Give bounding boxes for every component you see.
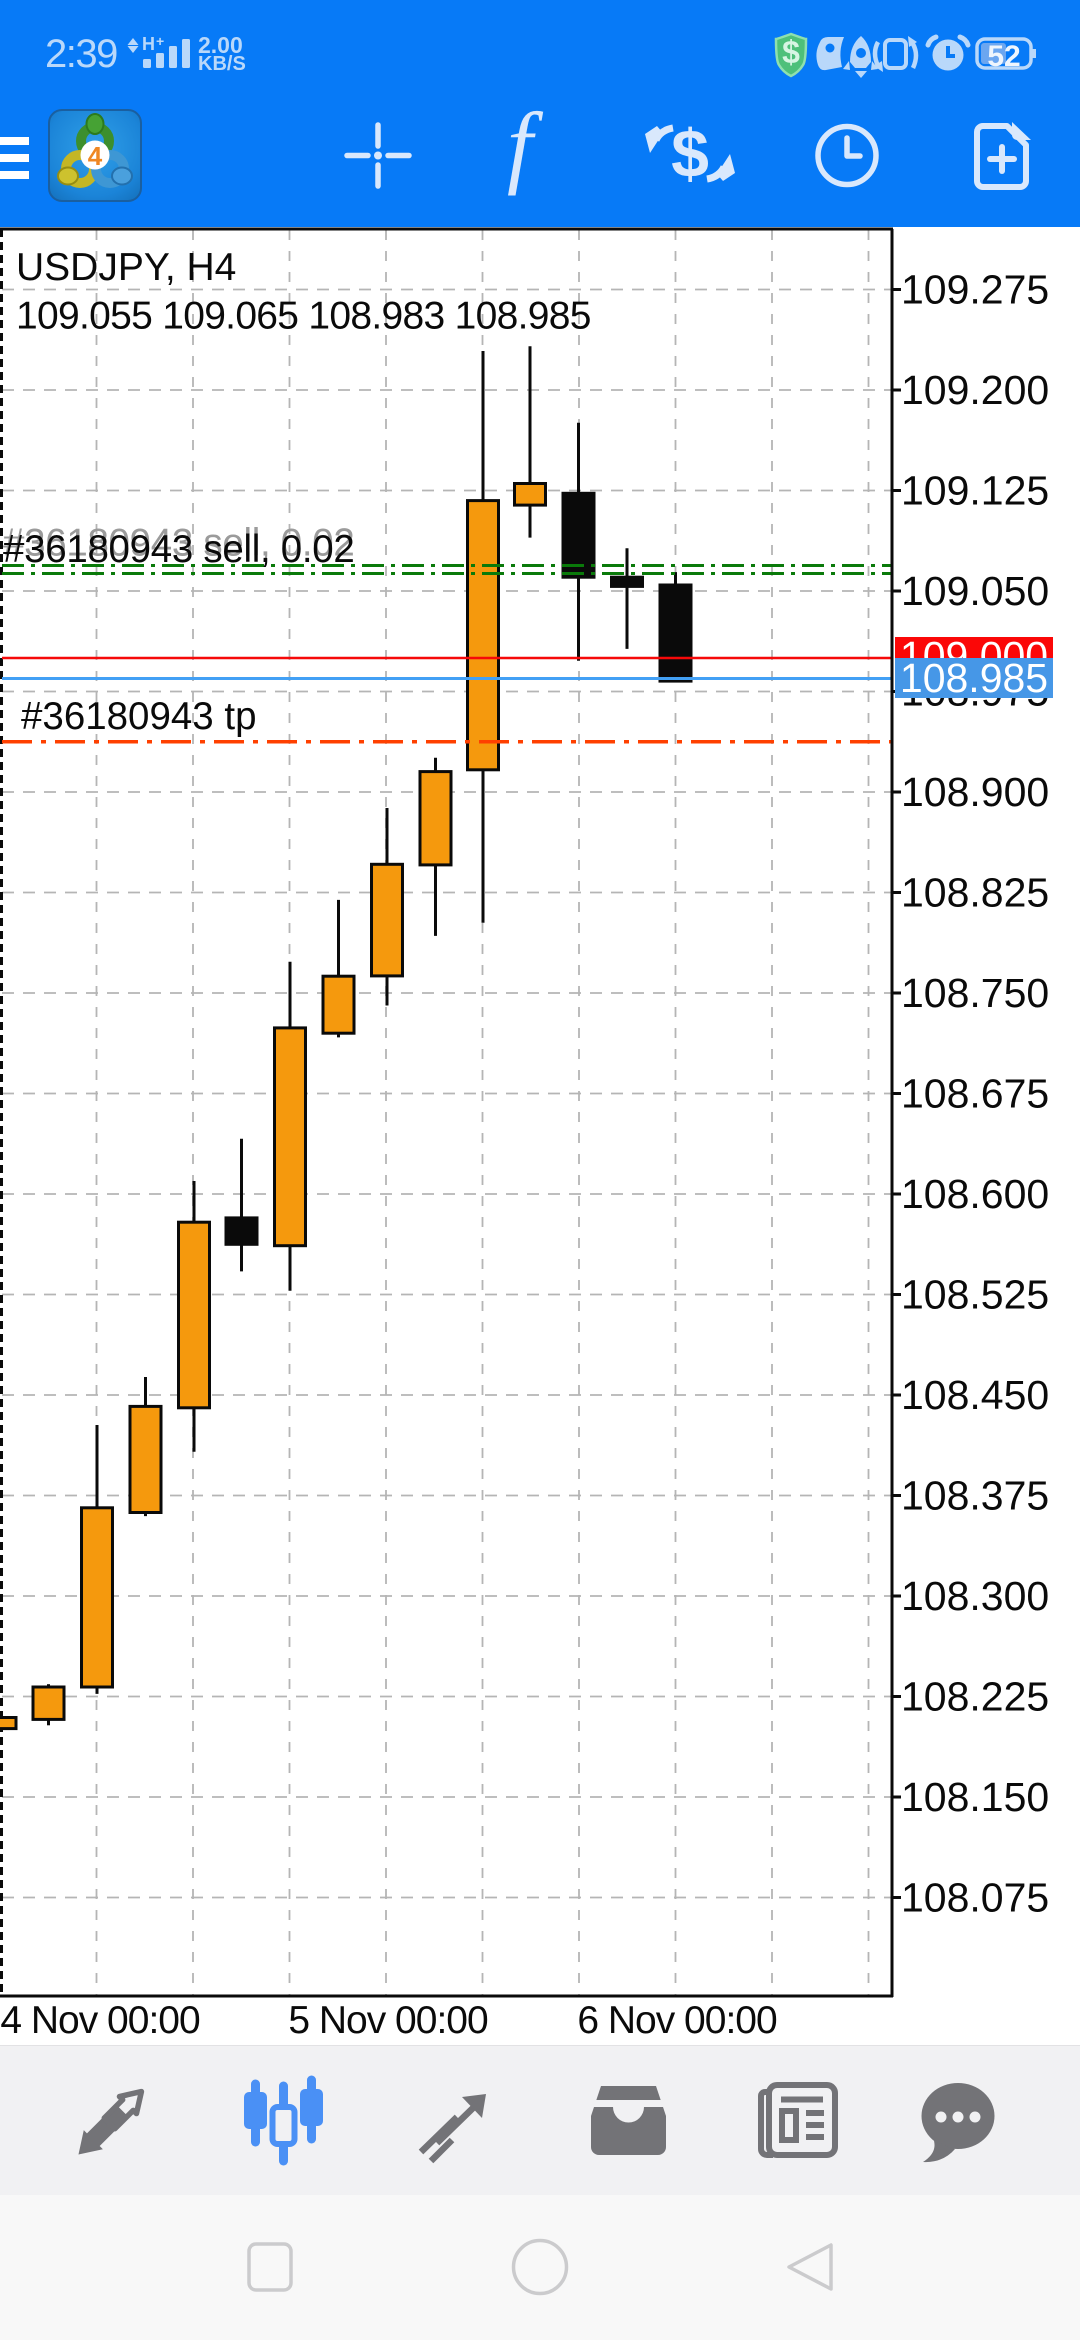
svg-text:$: $	[671, 116, 709, 192]
svg-text:109.050: 109.050	[901, 568, 1049, 614]
svg-text:f: f	[507, 94, 544, 196]
svg-text:#36180943 sell, 0.02: #36180943 sell, 0.02	[3, 528, 355, 571]
svg-text:H: H	[142, 34, 155, 54]
svg-text:2:39: 2:39	[45, 32, 117, 76]
svg-text:$: $	[782, 34, 800, 70]
svg-text:109.275: 109.275	[901, 267, 1049, 313]
svg-text:4: 4	[88, 141, 103, 171]
svg-text:108.750: 108.750	[901, 970, 1049, 1016]
svg-text:108.450: 108.450	[901, 1372, 1049, 1418]
svg-text:108.150: 108.150	[901, 1774, 1049, 1820]
svg-text:108.525: 108.525	[901, 1272, 1049, 1318]
svg-text:108.985: 108.985	[900, 655, 1048, 701]
svg-text:108.600: 108.600	[901, 1171, 1049, 1217]
svg-text:6 Nov 00:00: 6 Nov 00:00	[577, 1999, 777, 2042]
svg-text:108.300: 108.300	[901, 1573, 1049, 1619]
svg-text:52: 52	[987, 40, 1020, 73]
svg-text:#36180943 sell, 0.02: #36180943 sell, 0.02	[3, 522, 355, 565]
svg-text:2.00: 2.00	[198, 32, 243, 58]
svg-text:109.055 109.065 108.983 108.98: 109.055 109.065 108.983 108.985	[16, 295, 591, 338]
svg-text:USDJPY, H4: USDJPY, H4	[16, 246, 236, 289]
svg-text:4 Nov 00:00: 4 Nov 00:00	[0, 1999, 200, 2042]
svg-text:108.675: 108.675	[901, 1071, 1049, 1117]
svg-text:108.225: 108.225	[901, 1674, 1049, 1720]
svg-text:KB/S: KB/S	[198, 53, 246, 75]
svg-text:108.075: 108.075	[901, 1875, 1049, 1921]
svg-text:+: +	[156, 33, 164, 49]
svg-text:108.900: 108.900	[901, 769, 1049, 815]
svg-text:#36180943 tp: #36180943 tp	[21, 695, 257, 738]
svg-text:108.825: 108.825	[901, 870, 1049, 916]
svg-text:109.125: 109.125	[901, 468, 1049, 514]
svg-text:109.000: 109.000	[900, 633, 1048, 679]
svg-text:108.375: 108.375	[901, 1473, 1049, 1519]
svg-text:5 Nov 00:00: 5 Nov 00:00	[288, 1999, 488, 2042]
svg-text:109.200: 109.200	[901, 367, 1049, 413]
